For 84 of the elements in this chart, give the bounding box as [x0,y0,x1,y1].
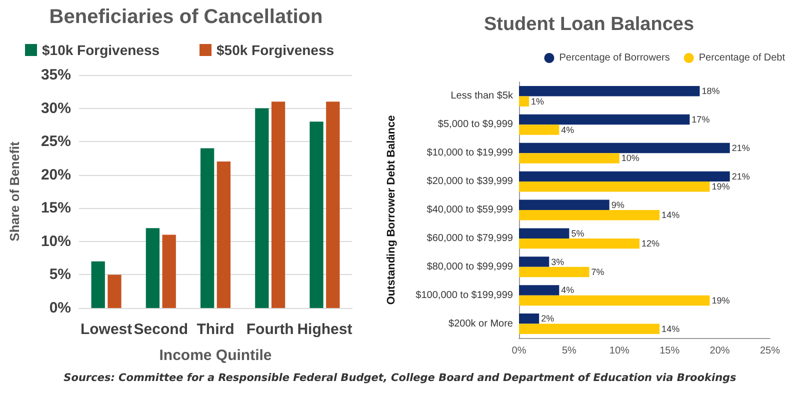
x-tick-label: 5% [562,346,577,356]
data-label: 21% [732,142,750,153]
legend-label: $50k Forgiveness [216,42,334,58]
y-tick-label: 20% [40,166,71,184]
bar [519,142,730,154]
chart-title: Student Loan Balances [484,14,694,35]
x-tick-label: Highest [297,321,352,338]
x-tick-label: Third [196,321,234,338]
bar [200,148,214,308]
x-tick-label: 20% [710,346,730,356]
bar [519,266,590,278]
data-label: 19% [712,295,730,306]
data-label: 7% [591,267,604,278]
bar [326,102,340,308]
bar [519,124,560,135]
x-tick-label: 10% [609,346,630,356]
y-tick-label: 30% [40,100,71,117]
data-label: 1% [531,96,544,106]
bar [271,102,286,308]
x-tick-label: Fourth [246,321,294,338]
y-tick-label: 35% [40,66,71,84]
data-label: 10% [621,153,640,164]
data-label: 4% [561,285,574,296]
bar [519,238,640,249]
y-tick-label: $200k or More [448,318,514,330]
y-axis-title: Outstanding Borrower Debt Balance [386,115,398,305]
bar [519,314,540,324]
x-tick-label: Second [134,321,188,338]
x-axis-title: Income Quintile [159,347,272,364]
bar [519,153,620,164]
bar [216,162,231,308]
x-tick-label: 0% [512,346,526,356]
legend-label: Percentage of Borrowers [559,52,670,64]
data-label: 14% [662,324,680,334]
x-tick-label: 25% [760,346,780,356]
y-tick-label: 0% [49,300,71,316]
bar [108,274,122,308]
data-label: 21% [732,171,750,182]
bar [519,295,710,306]
bar [310,122,324,308]
y-tick-label: $80,000 to $99,999 [426,261,514,272]
bar [519,210,660,220]
bar [519,182,710,192]
y-axis-title: Share of Benefit [7,140,22,242]
bar [146,228,160,308]
bar [162,234,176,308]
y-tick-label: 25% [40,133,71,150]
bar [519,324,660,334]
x-tick-label: Lowest [80,321,132,338]
bar [255,108,269,308]
y-tick-label: $5,000 to $9,999 [438,119,514,130]
y-tick-label: 15% [40,200,71,217]
y-tick-label: $100,000 to $199,999 [416,290,514,301]
legend-label: Percentage of Debt [698,52,786,64]
data-label: 17% [692,114,710,125]
bar [519,114,690,125]
data-label: 19% [712,182,730,192]
bar [91,261,105,308]
data-label: 14% [662,210,680,220]
bar [519,285,560,296]
bar [519,86,700,96]
legend-label: $10k Forgiveness [42,42,160,58]
data-label: 18% [702,86,720,96]
y-tick-label: Less than $5k [450,90,514,102]
y-tick-label: $10,000 to $19,999 [426,148,514,159]
bar [519,96,530,106]
y-tick-label: $60,000 to $79,999 [426,232,514,244]
bar [519,228,570,238]
bar [519,200,610,210]
x-tick-label: 15% [660,346,680,356]
source-note: Sources: Committee for a Responsible Federal Budget, College Board and Department of Education via Brookings [62,372,738,384]
y-tick-label: $40,000 to $59,999 [426,204,514,216]
y-tick-label: 10% [40,232,71,250]
bar [519,171,730,182]
data-label: 5% [571,228,584,238]
data-label: 9% [611,200,624,210]
chart-title: Beneficiaries of Cancellation [49,6,323,28]
data-label: 2% [541,314,554,324]
y-tick-label: $20,000 to $39,999 [426,176,514,188]
data-label: 4% [561,124,574,135]
data-label: 12% [641,238,660,249]
y-tick-label: 5% [49,266,71,284]
data-label: 3% [551,256,564,267]
bar [519,256,550,267]
